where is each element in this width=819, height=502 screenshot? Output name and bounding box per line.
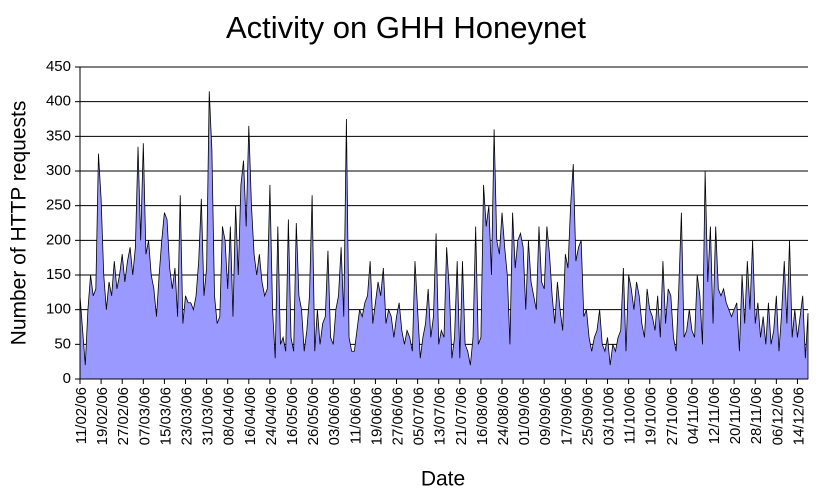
x-tick-label: 19/02/06 bbox=[94, 387, 111, 445]
x-tick-label: 19/06/06 bbox=[368, 387, 385, 445]
x-tick-label: 17/09/06 bbox=[558, 387, 575, 445]
x-tick-label: 16/05/06 bbox=[284, 387, 301, 445]
x-tick-label: 20/11/06 bbox=[727, 387, 744, 444]
y-tick-label: 400 bbox=[46, 93, 71, 110]
y-tick-label: 300 bbox=[46, 162, 71, 179]
x-tick-label: 26/05/06 bbox=[305, 387, 322, 445]
x-tick-label: 27/06/06 bbox=[389, 387, 406, 445]
x-tick-label: 23/03/06 bbox=[178, 387, 195, 445]
y-tick-label: 350 bbox=[46, 127, 71, 144]
x-tick-label: 16/08/06 bbox=[474, 387, 491, 445]
x-tick-label: 09/09/06 bbox=[537, 387, 554, 445]
y-tick-label: 150 bbox=[46, 266, 71, 283]
x-tick-label: 19/10/06 bbox=[643, 387, 660, 445]
area bbox=[79, 91, 809, 380]
chart-title: Activity on GHH Honeynet bbox=[226, 10, 586, 45]
x-tick-label: 16/04/06 bbox=[242, 387, 259, 445]
x-tick-label: 11/06/06 bbox=[347, 387, 364, 444]
x-tick-label: 13/07/06 bbox=[432, 387, 449, 445]
y-tick-label: 250 bbox=[46, 197, 71, 214]
x-tick-label: 11/10/06 bbox=[622, 387, 639, 444]
x-tick-label: 06/12/06 bbox=[769, 387, 786, 445]
y-tick-label: 200 bbox=[46, 231, 71, 248]
x-tick-label: 14/12/06 bbox=[790, 387, 807, 445]
x-tick-label: 04/11/06 bbox=[685, 387, 702, 444]
x-tick-label: 15/03/06 bbox=[157, 387, 174, 445]
x-tick-label: 27/10/06 bbox=[664, 387, 681, 445]
x-tick-label: 25/09/06 bbox=[579, 387, 596, 445]
x-tick-label: 24/08/06 bbox=[495, 387, 512, 445]
x-tick-label: 24/04/06 bbox=[263, 387, 280, 445]
x-tick-label: 27/02/06 bbox=[115, 387, 132, 445]
x-tick-label: 11/02/06 bbox=[73, 387, 90, 444]
x-tick-label: 12/11/06 bbox=[706, 387, 723, 444]
x-tick-label: 01/09/06 bbox=[516, 387, 533, 445]
y-tick-label: 0 bbox=[63, 370, 71, 387]
y-tick-label: 450 bbox=[46, 58, 71, 75]
x-tick-label: 08/04/06 bbox=[221, 387, 238, 445]
y-tick-label: 100 bbox=[46, 301, 71, 318]
x-tick-label: 07/03/06 bbox=[136, 387, 153, 445]
x-tick-label: 21/07/06 bbox=[453, 387, 470, 445]
x-tick-label: 03/10/06 bbox=[601, 387, 618, 445]
y-axis-title: Number of HTTP requests bbox=[8, 101, 31, 346]
x-tick-label: 28/11/06 bbox=[748, 387, 765, 444]
y-tick-label: 50 bbox=[54, 335, 71, 352]
x-tick-label: 31/03/06 bbox=[200, 387, 217, 445]
x-tick-label: 05/07/06 bbox=[411, 387, 428, 445]
x-tick-label: 03/06/06 bbox=[326, 387, 343, 445]
x-axis-title: Date bbox=[421, 468, 465, 491]
